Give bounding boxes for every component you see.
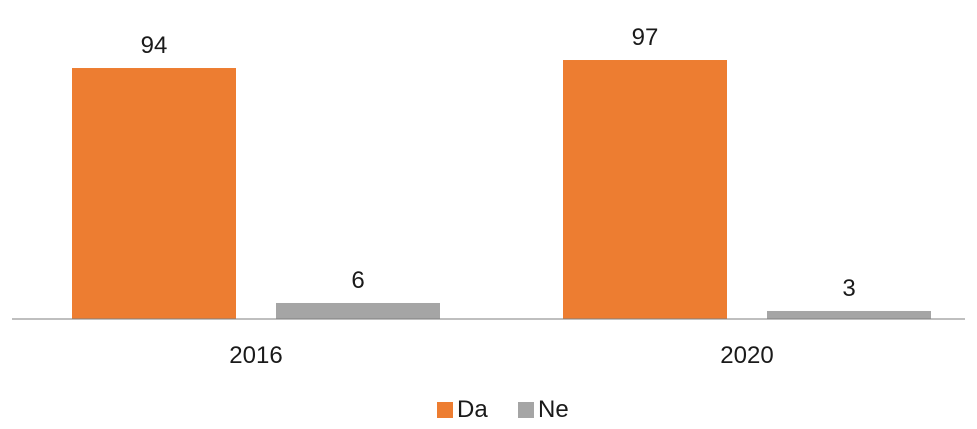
data-label-2016-ne: 6 [351,267,364,294]
bar-2016-ne [276,302,440,319]
bars-layer [72,60,931,320]
legend-swatch-ne [518,402,534,418]
bar-2020-ne [767,310,931,319]
x-tick-label-2016: 2016 [229,342,282,369]
legend-label-ne: Ne [538,396,569,423]
data-label-2016-da: 94 [141,32,168,59]
bar-2020-da [563,60,727,319]
x-tick-label-2020: 2020 [720,342,773,369]
bar-2016-da [72,68,236,320]
legend-label-da: Da [457,396,488,423]
legend: Da Ne [437,396,569,423]
legend-swatch-da [437,402,453,418]
data-label-2020-da: 97 [632,24,659,51]
labels-layer: 94 6 2016 97 3 2020 [141,24,856,369]
data-label-2020-ne: 3 [842,275,855,302]
